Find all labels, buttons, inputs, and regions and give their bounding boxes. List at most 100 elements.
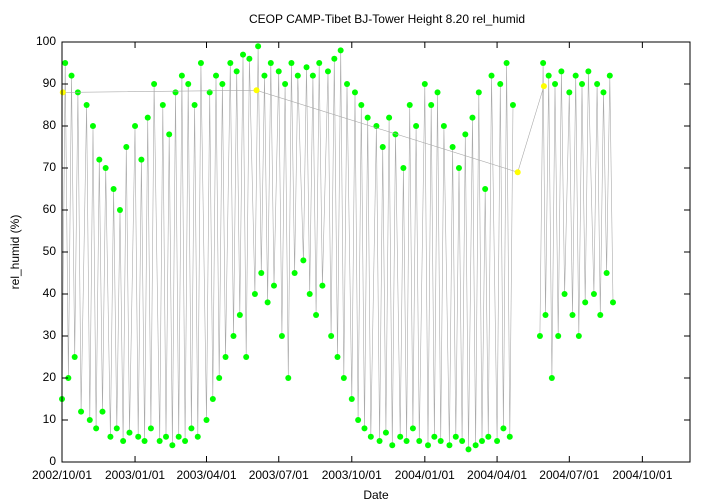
- point: [163, 433, 170, 440]
- point: [340, 375, 347, 381]
- point: [386, 114, 393, 121]
- point: [93, 425, 100, 432]
- point: [278, 333, 285, 339]
- point: [455, 165, 462, 171]
- y-tick-label: 80: [43, 118, 57, 132]
- point: [536, 333, 543, 339]
- point: [585, 68, 592, 75]
- point: [413, 123, 420, 129]
- point: [99, 408, 106, 415]
- point: [328, 333, 335, 339]
- plot-area: [59, 43, 616, 453]
- point: [406, 102, 413, 108]
- point: [403, 438, 410, 444]
- point: [540, 83, 547, 90]
- point: [582, 299, 589, 306]
- point: [236, 312, 243, 318]
- point: [313, 312, 320, 318]
- point: [306, 291, 313, 297]
- point: [506, 433, 513, 440]
- point: [156, 438, 163, 444]
- point: [261, 72, 268, 79]
- point: [337, 47, 344, 54]
- point: [282, 81, 289, 87]
- point: [542, 312, 549, 318]
- point: [209, 396, 216, 402]
- point: [514, 169, 521, 176]
- point: [113, 425, 120, 432]
- point: [141, 438, 148, 444]
- point: [449, 144, 456, 150]
- point: [275, 68, 282, 75]
- point: [230, 333, 237, 339]
- point: [233, 68, 240, 75]
- x-tick-label: 2004/07/01: [539, 468, 599, 482]
- point: [203, 417, 210, 423]
- point: [135, 433, 142, 440]
- point: [392, 131, 399, 138]
- point: [600, 89, 607, 96]
- point: [472, 442, 479, 449]
- point: [126, 429, 133, 436]
- point: [348, 396, 355, 402]
- point: [452, 433, 459, 440]
- point: [219, 81, 226, 87]
- point: [469, 114, 476, 121]
- point: [324, 68, 331, 75]
- point: [540, 60, 547, 66]
- chart-title: CEOP CAMP-Tibet BJ-Tower Height 8.20 rel…: [249, 12, 525, 26]
- point: [555, 333, 562, 339]
- point: [253, 87, 260, 94]
- point: [270, 282, 277, 289]
- point: [361, 425, 368, 432]
- point: [303, 64, 310, 71]
- point: [71, 354, 78, 360]
- point: [497, 81, 504, 87]
- point: [425, 442, 432, 449]
- point: [485, 433, 492, 440]
- point: [344, 81, 351, 87]
- y-tick-label: 10: [43, 412, 57, 426]
- point: [288, 60, 295, 66]
- point: [545, 72, 552, 79]
- point: [132, 123, 139, 129]
- point: [355, 417, 362, 423]
- point: [558, 68, 565, 75]
- point: [509, 102, 516, 108]
- point: [590, 291, 597, 297]
- point: [251, 291, 258, 297]
- point: [500, 425, 507, 432]
- x-tick-label: 2003/10/01: [322, 468, 382, 482]
- point: [78, 408, 85, 415]
- point: [428, 102, 435, 108]
- point: [116, 207, 123, 213]
- y-tick-label: 40: [43, 286, 57, 300]
- point: [89, 123, 96, 129]
- point: [102, 165, 109, 171]
- point: [421, 81, 428, 87]
- point: [416, 438, 423, 444]
- point: [258, 270, 265, 276]
- point: [367, 433, 374, 440]
- point: [437, 438, 444, 444]
- point: [331, 55, 338, 62]
- point: [169, 442, 176, 449]
- point: [175, 433, 182, 440]
- point: [597, 312, 604, 318]
- y-tick-label: 90: [43, 76, 57, 90]
- point: [185, 81, 192, 87]
- series-line: [62, 86, 545, 173]
- point: [227, 60, 234, 66]
- point: [166, 131, 173, 138]
- point: [465, 446, 472, 453]
- point: [197, 60, 204, 66]
- point: [351, 89, 358, 96]
- point: [191, 102, 198, 108]
- point: [566, 89, 573, 96]
- point: [216, 375, 223, 381]
- point: [459, 438, 466, 444]
- point: [62, 60, 69, 66]
- point: [264, 299, 271, 306]
- point: [316, 60, 323, 66]
- x-tick-label: 2004/10/01: [612, 468, 672, 482]
